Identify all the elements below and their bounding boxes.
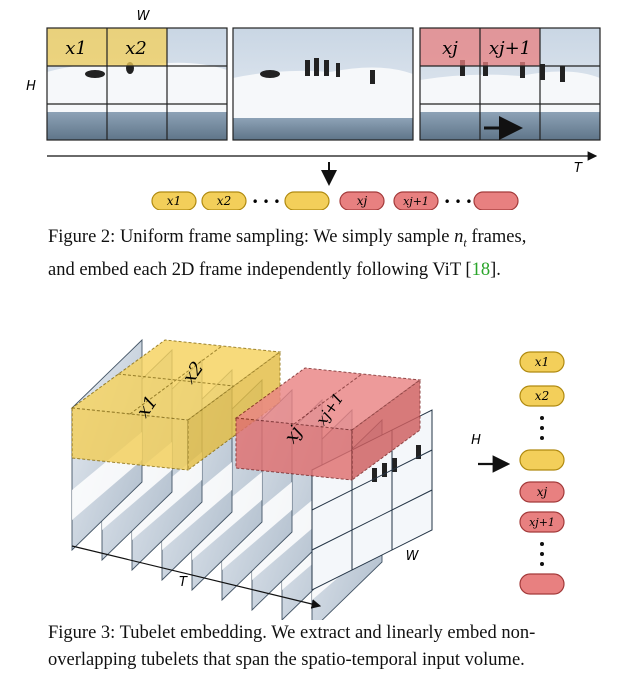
caption-line: Figure 3: Tubelet embedding. We extract … (48, 623, 536, 643)
caption-math-sub: t (463, 235, 467, 250)
grid-line (311, 489, 433, 551)
caption-line: and embed each 2D frame independently fo… (48, 257, 618, 284)
ellipsis: • • • (252, 195, 281, 209)
token-label: x2 (217, 194, 231, 208)
token-yellow (519, 385, 565, 407)
frame-1: x1 x2 (46, 27, 228, 141)
caption-math: n (454, 227, 464, 247)
figure2-diagram: x1 x2 xj xj+1 (26, 9, 601, 210)
token-label: x2 (535, 389, 549, 403)
penguin-shape (372, 468, 377, 482)
token-label: x1 (535, 355, 549, 369)
caption-text: Figure 2: Uniform frame sampling: We sim… (48, 227, 455, 247)
token-red (519, 481, 565, 503)
ellipsis-dot (540, 436, 544, 440)
token-red (473, 191, 519, 210)
token-yellow (284, 191, 330, 210)
token-label: x1 (167, 194, 181, 208)
axis-label-w: W (406, 549, 420, 564)
penguin-shape (392, 458, 397, 472)
ellipsis: • • • (444, 195, 473, 209)
caption-text: and embed each 2D frame independently fo… (48, 259, 472, 280)
ellipsis-dot (540, 552, 544, 556)
red-tubelet (234, 367, 422, 481)
caption-line: Figure 2: Uniform frame sampling: We sim… (48, 224, 618, 257)
ellipsis-dot (540, 542, 544, 546)
penguin-shape (416, 445, 421, 459)
time-axis (71, 545, 322, 609)
patch-label: xj (442, 38, 458, 59)
ellipsis-dot (540, 426, 544, 430)
caption-text: ]. (490, 259, 501, 280)
penguin-shape (382, 463, 387, 477)
token-red (519, 511, 565, 533)
token-yellow (151, 191, 197, 210)
token-yellow (201, 191, 247, 210)
caption-line: overlapping tubelets that span the spati… (48, 650, 525, 670)
axis-label-h: H (26, 79, 36, 94)
token-label: xj+1 (403, 195, 429, 208)
caption-text: frames, (466, 227, 527, 247)
citation-link[interactable]: 18 (471, 259, 491, 280)
token-red (393, 191, 439, 210)
token-row: x1 x2 • • • xj xj+1 • • • (151, 191, 519, 210)
frame-2 (232, 27, 414, 141)
token-yellow (519, 449, 565, 471)
figure2-caption: Figure 2: Uniform frame sampling: We sim… (48, 224, 618, 284)
axis-label-w: W (137, 9, 151, 24)
token-column: x1 x2 xj xj+1 (519, 351, 565, 595)
figure3-diagram: x1 x2 xj xj+1 H W T x1 x2 xj xj+1 (70, 338, 565, 620)
grid-line (311, 449, 433, 511)
axis-label-t: T (574, 161, 583, 176)
yellow-tubelet (70, 339, 282, 471)
token-red (519, 573, 565, 595)
patch-label: x2 (125, 38, 147, 59)
ellipsis-dot (540, 416, 544, 420)
axis-label-t: T (179, 575, 188, 590)
token-label: xj (357, 194, 368, 208)
patch-label: xj+1 (489, 38, 531, 59)
frame-3: xj xj+1 (419, 27, 601, 141)
token-label: xj+1 (529, 516, 555, 529)
token-yellow (519, 351, 565, 373)
token-label: xj (537, 485, 548, 499)
token-red (339, 191, 385, 210)
axis-label-h: H (471, 433, 481, 448)
figure3-caption: Figure 3: Tubelet embedding. We extract … (48, 620, 618, 674)
patch-label: x1 (65, 38, 87, 59)
ellipsis-dot (540, 562, 544, 566)
